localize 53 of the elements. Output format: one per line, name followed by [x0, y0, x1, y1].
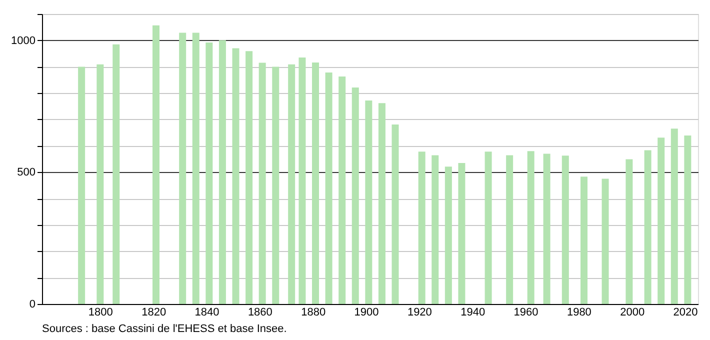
bar	[418, 152, 426, 304]
x-tick-label: 1900	[354, 306, 379, 318]
bar	[580, 176, 588, 304]
bar	[96, 64, 104, 304]
bar	[670, 128, 678, 304]
x-tick-label: 2000	[620, 306, 645, 318]
bar	[444, 166, 452, 304]
bar	[288, 64, 296, 304]
bar	[179, 32, 186, 304]
x-tick-label: 2020	[673, 306, 698, 318]
bar	[684, 136, 692, 304]
bar	[644, 150, 652, 304]
y-tick-label: 1000	[11, 34, 36, 47]
bar	[458, 162, 466, 304]
bar	[258, 62, 266, 304]
x-tick-label: 1940	[460, 306, 486, 318]
source-note: Sources : base Cassini de l'EHESS et base Insee.	[42, 323, 287, 335]
bar	[206, 42, 213, 304]
bar	[112, 44, 120, 304]
bar	[325, 72, 332, 304]
bar	[392, 124, 399, 304]
x-tick-label: 1840	[194, 306, 220, 318]
y-tick-label: 500	[17, 166, 36, 179]
bar	[152, 25, 160, 304]
x-tick-label: 1860	[248, 306, 272, 318]
bar	[365, 100, 372, 304]
bar	[312, 62, 319, 304]
bar	[246, 51, 253, 304]
bar	[272, 66, 280, 304]
bar	[78, 66, 86, 304]
bar	[352, 88, 359, 304]
bar	[506, 155, 514, 304]
x-tick-label: 1800	[88, 306, 113, 318]
bar	[218, 40, 226, 304]
bar	[602, 178, 609, 304]
x-tick-label: 1880	[301, 306, 326, 318]
bar	[338, 76, 346, 304]
bar	[232, 48, 240, 304]
bar	[658, 138, 665, 304]
x-tick-label: 1920	[407, 306, 432, 318]
x-tick-label: 1960	[514, 306, 538, 318]
bar	[192, 32, 200, 304]
bar	[432, 155, 439, 304]
bar	[562, 156, 569, 304]
bar	[298, 58, 306, 304]
bar	[484, 152, 492, 304]
bar	[527, 151, 534, 304]
bar	[543, 154, 550, 304]
bar	[626, 159, 633, 304]
x-tick-label: 1820	[142, 306, 166, 318]
x-tick-label: 1980	[566, 306, 592, 318]
y-tick-label: 0	[29, 298, 36, 310]
bar	[378, 103, 386, 304]
